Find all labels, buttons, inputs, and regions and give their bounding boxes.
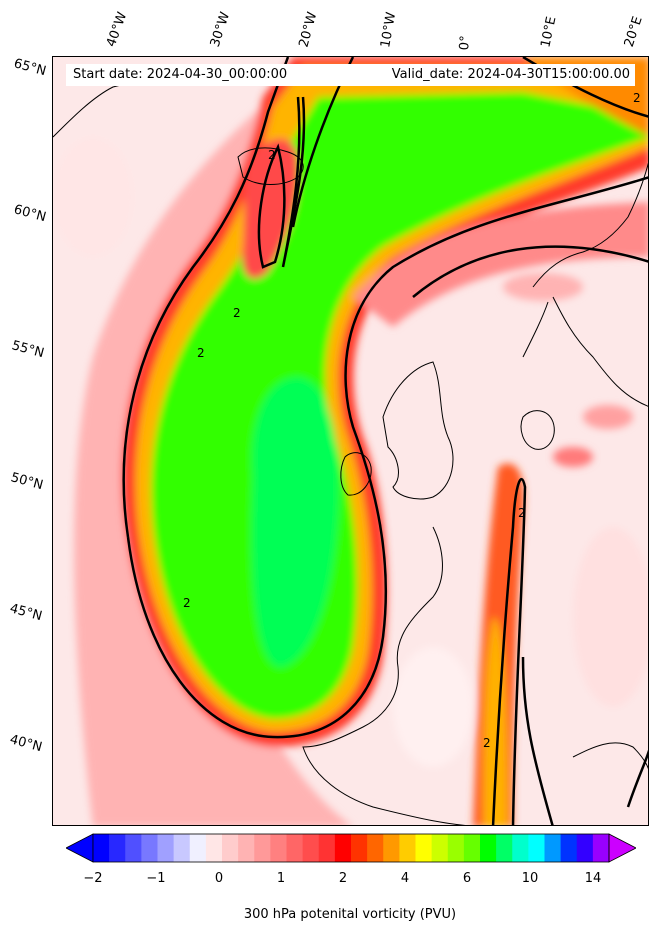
colorbar-swatch <box>576 834 594 862</box>
colorbar-tick-label: 6 <box>462 871 472 886</box>
lat-label-45n: 45°N <box>8 601 44 625</box>
colorbar-swatch <box>415 834 433 862</box>
lat-label-40n: 40°N <box>8 732 44 756</box>
map-frame: 2 2 2 2 2 2 2 <box>52 56 649 826</box>
contour-label: 2 <box>483 736 491 750</box>
colorbar-swatch <box>157 834 175 862</box>
colorbar-swatch <box>383 834 400 862</box>
contour-label: 2 <box>268 148 276 162</box>
colorbar-swatch <box>399 834 416 862</box>
colorbar-swatch <box>189 834 207 862</box>
pv-contours <box>122 57 648 825</box>
colorbar-swatch <box>334 834 352 862</box>
colorbar-tick-label: 0 <box>214 871 224 886</box>
colorbar-label: 300 hPa potenital vorticity (PVU) <box>243 907 457 922</box>
pv-field <box>53 57 648 825</box>
colorbar-tick-label: −1 <box>146 871 166 886</box>
colorbar-swatch <box>302 834 320 862</box>
contour-label: 2 <box>183 596 191 610</box>
colorbar-swatch <box>512 834 529 862</box>
colorbar-swatch <box>141 834 158 862</box>
colorbar-swatch <box>238 834 255 862</box>
info-bar <box>66 64 635 86</box>
lon-label-30w: 30°W <box>207 10 234 49</box>
valid-date-label: Valid_date: 2024-04-30T15:00:00.00 <box>391 67 630 82</box>
colorbar-swatch <box>173 834 191 862</box>
lon-label-10w: 10°W <box>378 11 400 50</box>
colorbar-frame <box>92 833 610 863</box>
colorbar-extend-low <box>66 833 94 863</box>
colorbar-swatch <box>286 834 304 862</box>
colorbar-tick-label: −2 <box>83 871 103 886</box>
colorbar-swatch <box>447 834 465 862</box>
lon-label-40w: 40°W <box>103 10 131 49</box>
lat-label-65n: 65°N <box>12 56 48 80</box>
lat-label-60n: 60°N <box>12 202 48 226</box>
colorbar-swatch <box>528 834 545 862</box>
colorbar-swatch <box>544 834 562 862</box>
colorbar-swatch <box>480 834 497 862</box>
colorbar-swatch <box>318 834 336 862</box>
contour-label: 2 <box>197 346 205 360</box>
colorbar-swatch <box>351 834 368 862</box>
lon-label-20w: 20°W <box>296 10 321 49</box>
colorbar-swatch <box>205 834 223 862</box>
colorbar-tick-label: 14 <box>584 871 602 886</box>
colorbar-swatch <box>222 834 239 862</box>
colorbar-swatch <box>496 834 513 862</box>
lat-label-55n: 55°N <box>10 338 46 362</box>
colorbar-tick-label: 1 <box>276 871 286 886</box>
colorbar <box>66 833 636 863</box>
pv-map: 2 2 2 2 2 2 2 <box>53 57 648 825</box>
colorbar-swatch <box>592 834 610 862</box>
lon-label-0: 0° <box>457 34 474 51</box>
coastlines <box>53 81 648 825</box>
contour-label: 2 <box>233 306 241 320</box>
lon-label-20e: 20°E <box>621 14 646 50</box>
colorbar-swatch <box>560 834 578 862</box>
lat-label-50n: 50°N <box>9 470 45 494</box>
colorbar-swatch <box>254 834 271 862</box>
colorbar-swatch <box>431 834 449 862</box>
colorbar-extend-high <box>608 833 636 863</box>
colorbar-tick-label: 10 <box>521 871 539 886</box>
colorbar-swatch <box>125 834 142 862</box>
contour-label: 2 <box>518 506 526 520</box>
lon-label-10e: 10°E <box>538 15 560 50</box>
colorbar-swatch <box>367 834 384 862</box>
colorbar-swatch <box>93 834 110 862</box>
colorbar-swatch <box>463 834 481 862</box>
colorbar-swatch <box>270 834 287 862</box>
colorbar-tick-label: 4 <box>400 871 410 886</box>
contour-label: 2 <box>633 91 641 105</box>
colorbar-tick-label: 2 <box>338 871 348 886</box>
start-date-label: Start date: 2024-04-30_00:00:00 <box>73 67 288 82</box>
colorbar-swatch <box>109 834 126 862</box>
contour-label-group: 2 2 2 2 2 2 2 <box>183 91 641 750</box>
